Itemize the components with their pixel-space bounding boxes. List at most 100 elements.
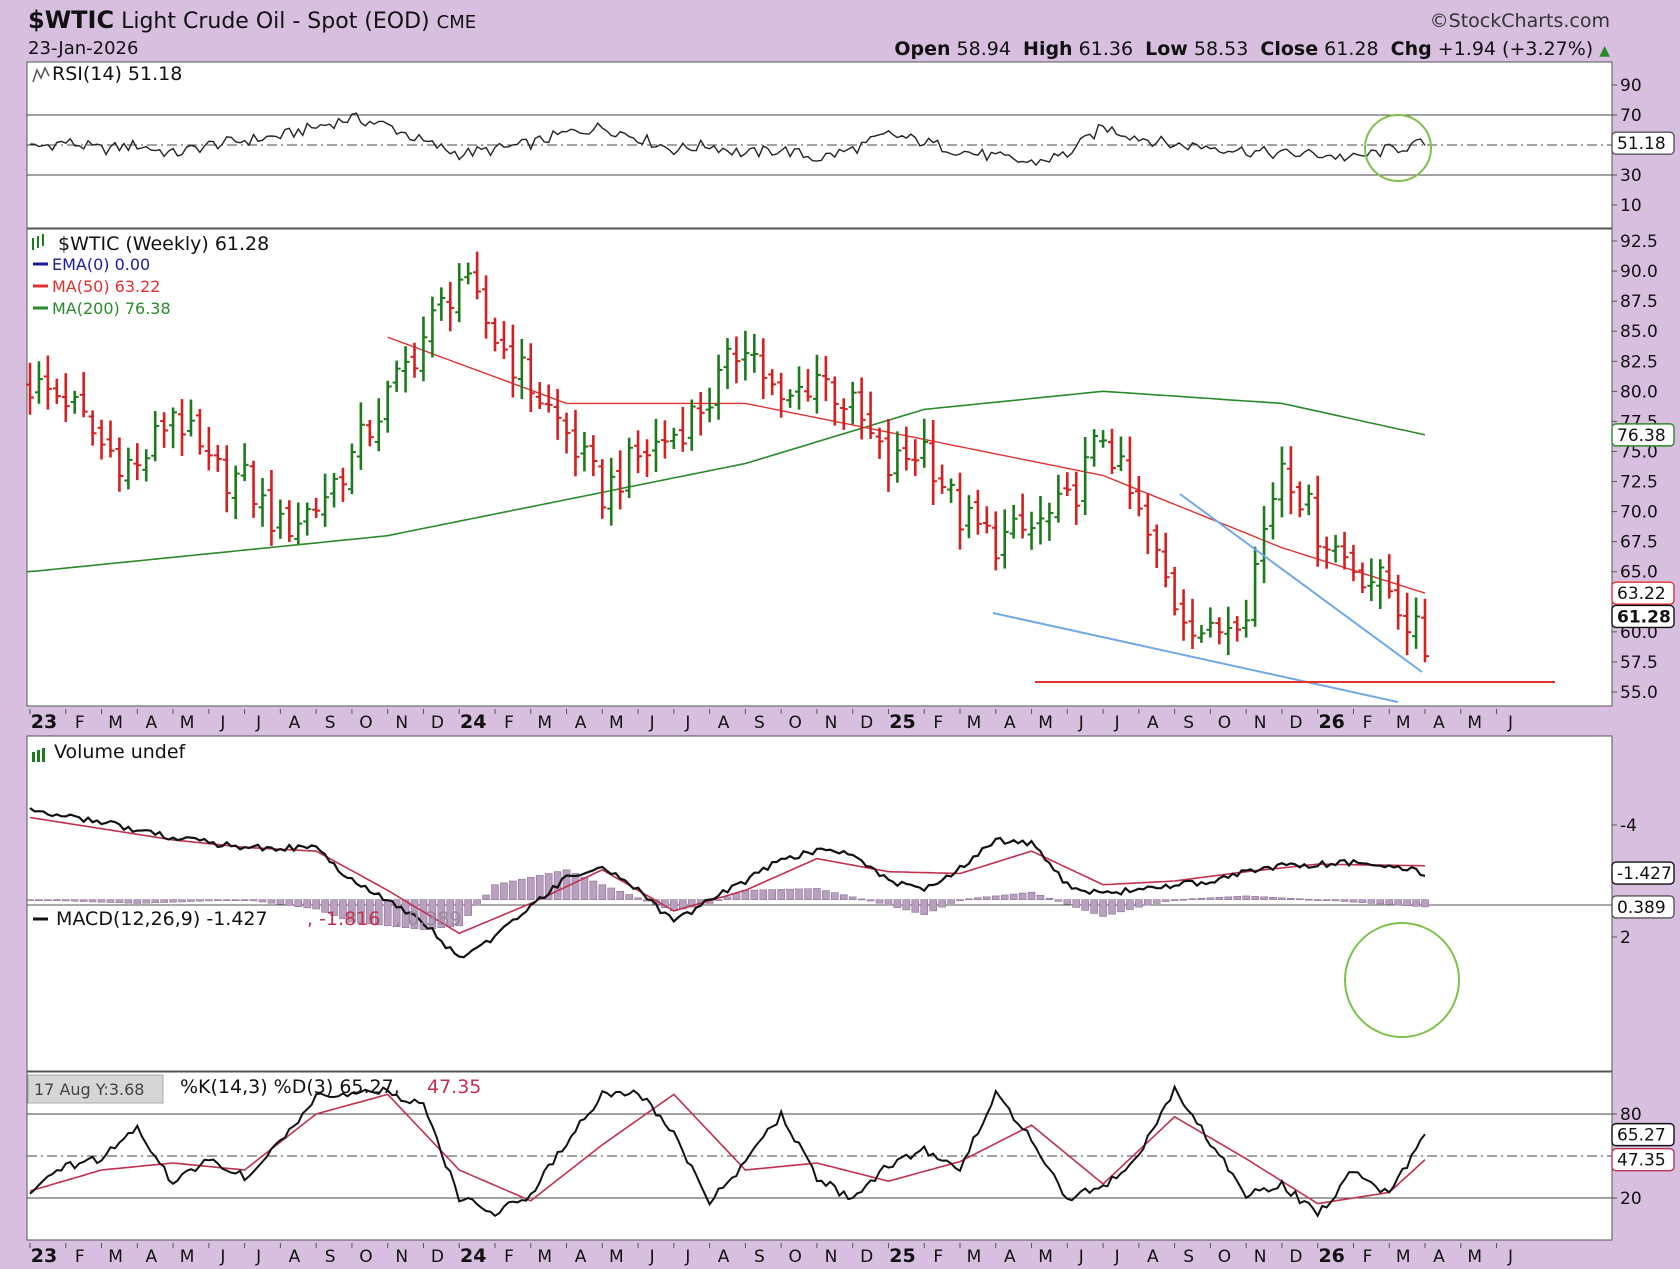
macd-histogram-bar	[1403, 899, 1411, 907]
macd-histogram-bar	[1054, 899, 1063, 902]
macd-histogram-bar	[1188, 898, 1197, 901]
stoch-x-axis-label: 25	[889, 1245, 915, 1267]
macd-hist-label: , 0.389	[395, 908, 461, 930]
descending-trendline	[1179, 493, 1423, 673]
chg-label: Chg	[1390, 38, 1432, 60]
macd-label: MACD(12,26,9) -1.427	[56, 908, 268, 930]
stoch-x-axis-label: M	[1467, 1247, 1482, 1267]
macd-histogram-bar	[1063, 899, 1072, 905]
macd-histogram-bar	[1108, 899, 1116, 915]
macd-histogram-bar	[285, 899, 294, 906]
price-axis-tick-label: 90.0	[1620, 262, 1658, 282]
crosshair-tooltip: 17 Aug Y:3.68	[34, 1080, 144, 1099]
macd-value-tag-box	[1611, 861, 1675, 885]
stoch-x-axis-label: A	[145, 1247, 157, 1267]
macd-histogram-bar	[1322, 899, 1331, 901]
macd-histogram-bar	[294, 899, 303, 907]
macd-histogram-bar	[1152, 899, 1161, 904]
ma50-value-tag: 63.22	[1617, 584, 1666, 604]
macd-histogram-bar	[178, 899, 186, 903]
stoch-x-axis-label: 23	[31, 1245, 57, 1267]
price-x-axis-label: F	[75, 713, 85, 733]
price-x-axis-label: F	[1363, 713, 1373, 733]
price-x-axis-label: J	[1114, 713, 1120, 733]
macd-histogram-bar	[902, 899, 911, 911]
ma200-line	[26, 390, 1426, 573]
macd-histogram-bar	[965, 898, 973, 901]
close-label: Close	[1260, 38, 1319, 60]
volume-icon	[37, 750, 40, 762]
price-x-axis-label: M	[967, 713, 982, 733]
macd-histogram-bar	[1313, 899, 1322, 901]
macd-histogram-bar	[1304, 898, 1313, 901]
macd-histogram-bar	[61, 899, 70, 902]
legend-entry: MA(50) 63.22	[52, 277, 160, 296]
macd-histogram-bar	[875, 899, 884, 904]
volume-panel	[26, 735, 1613, 906]
stoch-x-axis-label: O	[788, 1247, 801, 1267]
macd-histogram-bar	[687, 899, 696, 908]
stoch-x-axis-label: D	[1289, 1247, 1302, 1267]
price-x-axis-band	[27, 709, 1612, 733]
macd-histogram-bar	[374, 899, 383, 926]
price-x-axis-label: O	[359, 713, 372, 733]
macd-histogram-bar	[1269, 897, 1277, 900]
price-x-axis-label: D	[1289, 713, 1302, 733]
macd-histogram-tag: 0.389	[1617, 898, 1666, 918]
macd-histogram-bar	[26, 899, 34, 901]
macd-highlight-circle	[1344, 922, 1460, 1038]
brand-link[interactable]: ©StockCharts.com	[1429, 10, 1610, 32]
price-x-axis-label: M	[108, 713, 123, 733]
macd-histogram-bar	[142, 899, 151, 904]
macd-histogram-bar	[839, 894, 848, 900]
macd-histogram-bar	[831, 892, 839, 900]
stoch-x-axis-label: 26	[1318, 1245, 1344, 1267]
macd-histogram-bar	[1385, 899, 1394, 905]
macd-histogram-bar	[1117, 899, 1125, 913]
macd-histogram-bar	[491, 884, 499, 900]
stoch-x-axis-label: M	[108, 1247, 123, 1267]
macd-histogram-bar	[392, 899, 401, 928]
stoch-x-axis-label: 24	[460, 1245, 486, 1267]
macd-histogram-bar	[1000, 894, 1009, 900]
macd-histogram-bar	[133, 899, 142, 904]
stoch-d-tag: 47.35	[1617, 1151, 1666, 1171]
macd-histogram-bar	[106, 899, 115, 903]
price-x-axis-label: N	[395, 713, 408, 733]
stoch-x-axis-label: J	[255, 1247, 261, 1267]
close-value-tag: 61.28	[1617, 607, 1671, 627]
macd-histogram-bar	[1358, 899, 1367, 903]
stoch-x-axis-label: F	[1363, 1247, 1373, 1267]
price-axis-tick-label: 67.5	[1620, 533, 1658, 553]
macd-histogram-bar	[1331, 899, 1340, 902]
stoch-x-axis-label: F	[504, 1247, 514, 1267]
macd-histogram-bar	[884, 899, 893, 906]
stoch-x-axis-label: N	[1254, 1247, 1267, 1267]
price-axis-tick-label: 92.5	[1620, 232, 1658, 252]
stoch-k-line	[29, 1084, 1426, 1218]
macd-histogram-bar	[1233, 896, 1242, 900]
price-x-axis-label: S	[325, 713, 336, 733]
macd-histogram-bar	[518, 878, 526, 900]
macd-histogram-bar	[1099, 899, 1107, 917]
macd-histogram-bar	[1027, 891, 1036, 900]
macd-histogram-bar	[303, 899, 312, 909]
macd-histogram-bar	[267, 899, 276, 904]
macd-histogram-bar	[1036, 894, 1045, 900]
macd-histogram-bar	[1206, 897, 1215, 900]
macd-histogram-bar	[589, 880, 598, 900]
macd-signal-label: , -1.816	[307, 908, 380, 930]
macd-histogram-bar	[1340, 899, 1349, 902]
macd-histogram-bar	[795, 888, 803, 900]
macd-histogram-bar	[366, 899, 374, 925]
macd-panel	[26, 904, 1613, 1072]
stoch-x-axis-label: O	[359, 1247, 372, 1267]
macd-histogram-bar	[455, 899, 464, 927]
macd-histogram-bar	[616, 890, 624, 900]
price-axis-tick-label: 85.0	[1620, 322, 1658, 342]
macd-histogram-bar	[1018, 892, 1027, 900]
rsi-value-tag: 51.18	[1617, 134, 1666, 154]
price-x-axis-label: N	[1254, 713, 1267, 733]
macd-histogram-bar	[339, 899, 347, 920]
